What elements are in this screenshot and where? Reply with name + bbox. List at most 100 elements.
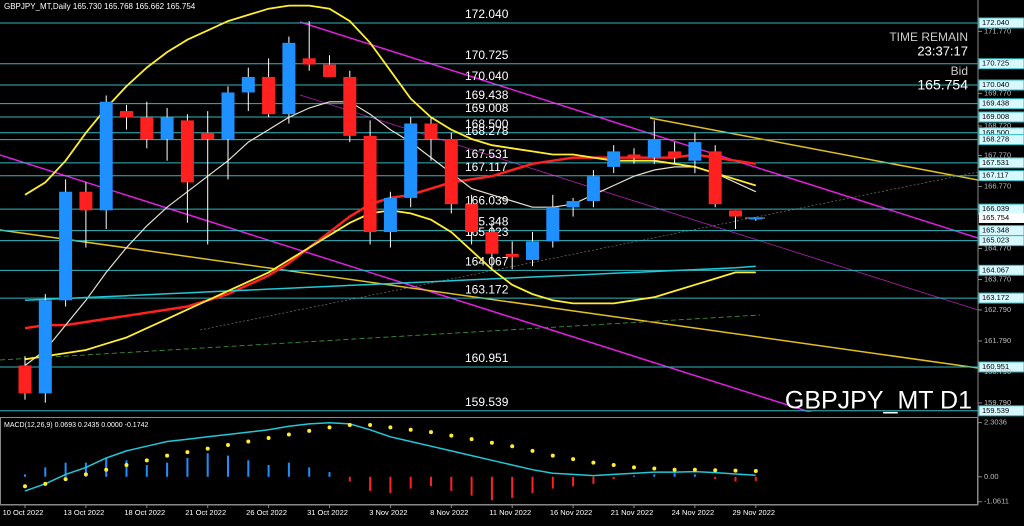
signal-dot bbox=[23, 484, 27, 489]
signal-dot bbox=[124, 463, 129, 468]
level-label: 167.531 bbox=[465, 147, 509, 161]
signal-dot bbox=[530, 448, 535, 453]
level-axis-box bbox=[978, 17, 1024, 29]
level-axis-box bbox=[978, 292, 1024, 304]
x-tick-label: 18 Oct 2022 bbox=[124, 508, 165, 517]
candle-body bbox=[546, 207, 560, 242]
y-tick-label: 163.770 bbox=[984, 275, 1011, 284]
y-tick-label: 161.790 bbox=[984, 336, 1011, 345]
macd-title: MACD(12,26,9) 0.0693 0.2435 0.0000 -0.17… bbox=[4, 422, 148, 429]
signal-dot bbox=[165, 453, 170, 458]
level-axis-label: 163.172 bbox=[982, 293, 1009, 302]
level-axis-label: 172.040 bbox=[982, 18, 1009, 27]
axes bbox=[0, 0, 979, 506]
candle-body bbox=[99, 101, 113, 211]
signal-dot bbox=[286, 432, 291, 437]
level-axis-box bbox=[978, 79, 1024, 91]
signal-dot bbox=[368, 423, 373, 428]
signal-dot bbox=[347, 423, 352, 428]
candle-body bbox=[586, 176, 600, 202]
signal-dot bbox=[307, 428, 312, 433]
level-axis-label: 168.278 bbox=[982, 135, 1009, 144]
macd-plot bbox=[23, 421, 758, 501]
y-tick-label: 168.720 bbox=[984, 121, 1011, 130]
candle-body bbox=[424, 123, 438, 139]
level-label: 169.008 bbox=[465, 101, 509, 115]
level-axis-label: 168.500 bbox=[982, 128, 1009, 137]
candle-body bbox=[485, 232, 499, 254]
candle-body bbox=[607, 151, 621, 167]
candle-body bbox=[749, 217, 763, 220]
level-axis-label: 164.067 bbox=[982, 265, 1009, 274]
y-tick-label: 171.770 bbox=[984, 26, 1011, 35]
bid-price: 165.754 bbox=[917, 77, 968, 93]
level-axis-label: 166.039 bbox=[982, 204, 1009, 213]
level-label: 160.951 bbox=[465, 351, 509, 365]
signal-dot bbox=[632, 465, 636, 470]
signal-dot bbox=[713, 468, 718, 473]
x-tick-label: 29 Nov 2022 bbox=[733, 508, 776, 517]
level-axis-box bbox=[978, 111, 1024, 123]
candle-body bbox=[79, 191, 93, 211]
x-tick-label: 31 Oct 2022 bbox=[307, 508, 348, 517]
signal-dot bbox=[266, 435, 271, 440]
signal-dot bbox=[489, 440, 494, 445]
signal-dot bbox=[83, 472, 88, 477]
level-axis-label: 170.725 bbox=[982, 59, 1009, 68]
level-label: 169.438 bbox=[465, 88, 509, 102]
signal-dot bbox=[510, 444, 515, 449]
x-tick-label: 8 Nov 2022 bbox=[430, 508, 468, 517]
indicator-line bbox=[24, 265, 756, 302]
candle-body bbox=[383, 197, 397, 233]
signal-dot bbox=[144, 458, 149, 463]
signal-dot bbox=[205, 446, 210, 451]
signal-dot bbox=[652, 466, 657, 471]
level-label: 168.500 bbox=[465, 117, 509, 131]
signal-dot bbox=[429, 430, 433, 435]
candle-body bbox=[302, 58, 316, 65]
candle-body bbox=[282, 42, 296, 115]
signal-dot bbox=[611, 463, 616, 468]
level-axis-box bbox=[978, 361, 1024, 373]
time-remain-label: TIME REMAIN bbox=[889, 30, 968, 44]
candle-body bbox=[59, 191, 73, 301]
current-price-label: 165.754 bbox=[982, 213, 1009, 222]
x-tick-label: 13 Oct 2022 bbox=[63, 508, 104, 517]
level-label: 170.040 bbox=[465, 69, 509, 83]
y-tick-label: -1.0611 bbox=[984, 497, 1009, 506]
candle-body bbox=[323, 64, 336, 77]
watermark: GBPJPY_MT D1 bbox=[785, 387, 972, 415]
signal-dot bbox=[550, 453, 555, 458]
signal-dot bbox=[104, 467, 109, 472]
y-tick-label: 159.790 bbox=[984, 398, 1011, 407]
y-tick-label: 160.790 bbox=[984, 367, 1011, 376]
current-price-box bbox=[979, 212, 1024, 223]
candle-body bbox=[262, 76, 276, 115]
y-tick-label: 162.790 bbox=[984, 305, 1011, 314]
signal-dot bbox=[63, 477, 68, 482]
level-axis-box bbox=[978, 170, 1024, 182]
signal-dot bbox=[246, 439, 251, 444]
candle-body bbox=[647, 138, 661, 158]
signal-dot bbox=[226, 443, 230, 448]
level-label: 168.278 bbox=[465, 124, 509, 138]
level-axis-box bbox=[978, 134, 1024, 146]
candle-body bbox=[465, 204, 479, 233]
y-tick-label: 164.770 bbox=[984, 243, 1011, 252]
y-tick-label: 2.3036 bbox=[984, 418, 1007, 427]
candle-body bbox=[38, 300, 52, 394]
signal-dot bbox=[672, 467, 677, 472]
level-axis-label: 169.438 bbox=[982, 99, 1009, 108]
level-label: 163.172 bbox=[465, 282, 509, 296]
candle-body bbox=[627, 154, 641, 158]
signal-dot bbox=[185, 450, 190, 455]
level-axis-label: 160.951 bbox=[982, 362, 1009, 371]
x-tick-label: 11 Nov 2022 bbox=[489, 508, 531, 517]
x-tick-label: 26 Oct 2022 bbox=[246, 508, 287, 517]
y-tick-label: 166.770 bbox=[984, 181, 1011, 190]
candle-body bbox=[140, 117, 154, 139]
candle-body bbox=[688, 142, 702, 161]
candle-body bbox=[668, 151, 682, 158]
